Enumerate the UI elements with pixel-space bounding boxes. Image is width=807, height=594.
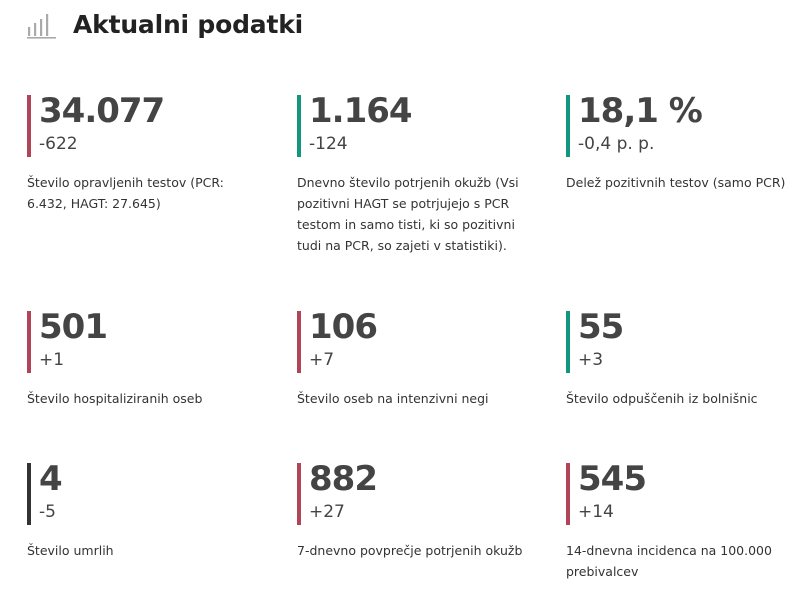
stat-card-hospitalized: 501 +1 Število hospitaliziranih oseb [27, 309, 267, 409]
stat-delta: -124 [309, 134, 348, 154]
stat-label: Število umrlih [27, 543, 114, 558]
bar-chart-icon [27, 14, 56, 39]
stat-value-group: 18,1 % -0,4 p. p. [566, 93, 806, 157]
page-title: Aktualni podatki [73, 9, 304, 39]
stat-value-group: 882 +27 [297, 461, 537, 525]
stat-delta: -622 [39, 134, 78, 154]
stat-value: 55 [578, 307, 624, 347]
stat-color-bar [27, 311, 31, 373]
stat-delta: +27 [309, 502, 345, 522]
stat-card-deaths: 4 -5 Število umrlih [27, 461, 267, 561]
stat-card-7day-average: 882 +27 7-dnevno povprečje potrjenih oku… [297, 461, 537, 561]
stat-color-bar [27, 463, 31, 525]
stat-value-group: 1.164 -124 [297, 93, 529, 157]
stat-value: 4 [39, 459, 63, 499]
stat-label: Delež pozitivnih testov (samo PCR) [566, 175, 786, 190]
stat-delta: +7 [309, 350, 335, 370]
stat-delta: +3 [578, 350, 604, 370]
stat-value: 18,1 % [578, 91, 703, 131]
page-header: Aktualni podatki [27, 4, 303, 44]
stat-color-bar [566, 463, 570, 525]
stat-value: 545 [578, 459, 647, 499]
stat-card-tests: 34.077 -622 Število opravljenih testov (… [27, 93, 267, 214]
stat-label: Število oseb na intenzivni negi [297, 391, 489, 406]
stat-label: Dnevno število potrjenih okužb (Vsi pozi… [297, 175, 519, 253]
stat-delta: +1 [39, 350, 65, 370]
stat-color-bar [297, 463, 301, 525]
stat-card-discharged: 55 +3 Število odpuščenih iz bolnišnic [566, 309, 806, 409]
stat-label: Število opravljenih testov (PCR: 6.432, … [27, 175, 224, 211]
stat-value: 1.164 [309, 91, 413, 131]
stat-value-group: 4 -5 [27, 461, 267, 525]
stat-value: 106 [309, 307, 378, 347]
stat-label: Število odpuščenih iz bolnišnic [566, 391, 758, 406]
stat-card-confirmed: 1.164 -124 Dnevno število potrjenih okuž… [297, 93, 529, 256]
stat-delta: +14 [578, 502, 614, 522]
stat-value-group: 34.077 -622 [27, 93, 267, 157]
stat-value-group: 545 +14 [566, 461, 806, 525]
stat-value: 34.077 [39, 91, 165, 131]
stat-delta: -5 [39, 502, 56, 522]
stat-color-bar [297, 95, 301, 157]
stat-label: 14-dnevna incidenca na 100.000 prebivalc… [566, 543, 772, 579]
stat-label: 7-dnevno povprečje potrjenih okužb [297, 543, 523, 558]
stat-card-intensive-care: 106 +7 Število oseb na intenzivni negi [297, 309, 537, 409]
stat-card-14day-incidence: 545 +14 14-dnevna incidenca na 100.000 p… [566, 461, 806, 582]
stat-color-bar [566, 311, 570, 373]
stat-delta: -0,4 p. p. [578, 134, 655, 154]
stat-color-bar [297, 311, 301, 373]
stat-label: Število hospitaliziranih oseb [27, 391, 203, 406]
stat-value: 882 [309, 459, 378, 499]
stat-value-group: 106 +7 [297, 309, 537, 373]
stat-card-positive-share: 18,1 % -0,4 p. p. Delež pozitivnih testo… [566, 93, 806, 193]
stat-value-group: 501 +1 [27, 309, 267, 373]
stat-value: 501 [39, 307, 108, 347]
stat-color-bar [27, 95, 31, 157]
stat-value-group: 55 +3 [566, 309, 806, 373]
stat-color-bar [566, 95, 570, 157]
